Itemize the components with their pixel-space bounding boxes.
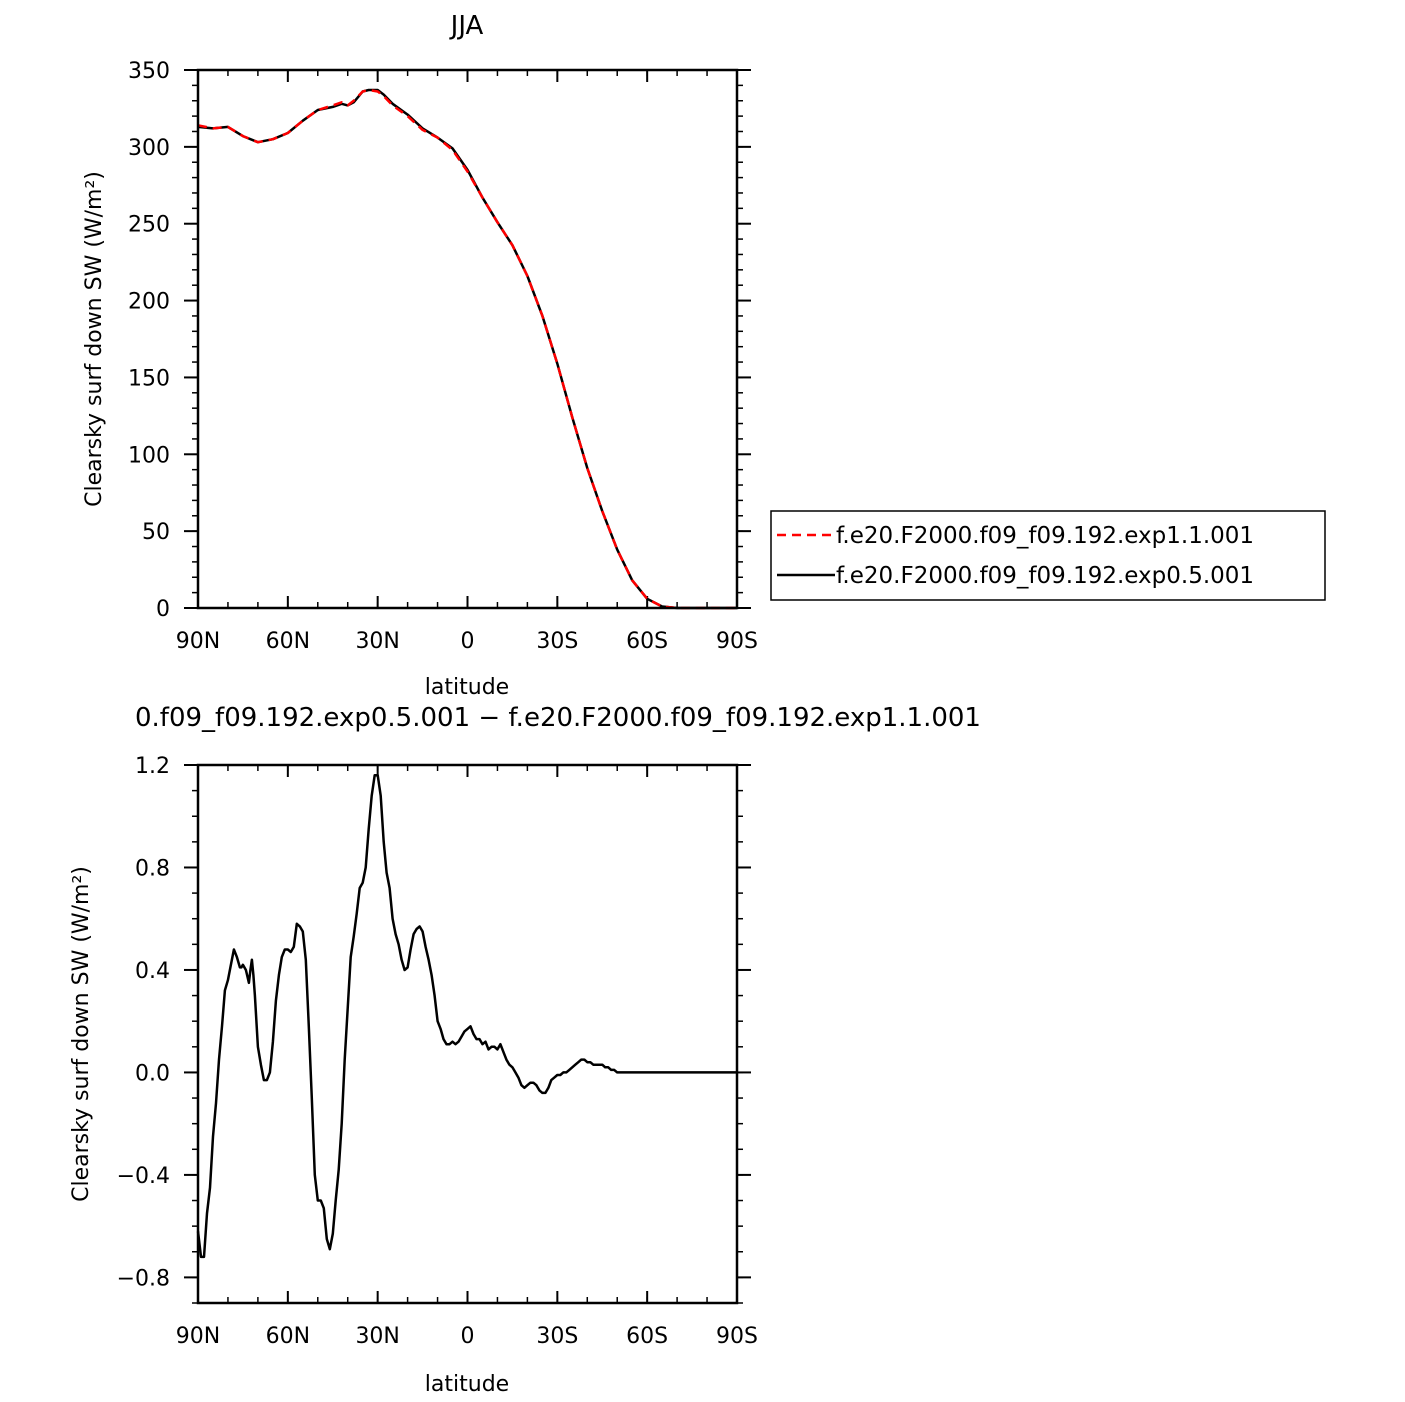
legend-box <box>770 510 1326 601</box>
x-tick-label: 90N <box>176 1324 220 1349</box>
x-tick-label: 90S <box>716 1324 758 1349</box>
chart-top-title: JJA <box>449 11 484 41</box>
x-tick-label: 60N <box>266 629 310 654</box>
y-tick-label: 200 <box>128 290 170 315</box>
chart-top-frame <box>196 68 739 610</box>
chart-bottom-title: 0.f09_f09.192.exp0.5.001 − f.e20.F2000.f… <box>135 703 981 733</box>
chart-top: JJA 90N 60N 30N 0 30S 60S 90S 0 50 100 150 200 250 30… <box>82 11 1326 700</box>
y-tick-label: 250 <box>128 213 170 238</box>
chart-bottom-xlabel: latitude <box>425 1372 509 1397</box>
x-tick-label: 30S <box>536 1324 578 1349</box>
chart-top-legend: f.e20.F2000.f09_f09.192.exp1.1.001 f.e20… <box>770 510 1326 601</box>
x-tick-label: 30S <box>536 629 578 654</box>
y-tick-label: 150 <box>128 366 170 391</box>
x-tick-label: 90S <box>716 629 758 654</box>
y-tick-label: 0.8 <box>135 856 170 881</box>
y-tick-label: 1.2 <box>135 754 170 779</box>
chart-top-ticks: 90N 60N 30N 0 30S 60S 90S 0 50 100 150 200 250 300 350 <box>128 59 758 654</box>
y-tick-label: 100 <box>128 443 170 468</box>
chart-bottom-ylabel: Clearsky surf down SW (W/m²) <box>69 866 94 1202</box>
y-tick-label: −0.8 <box>117 1266 170 1291</box>
chart-bottom-ticks: 90N 60N 30N 0 30S 60S 90S −0.8 −0.4 0.0 0.4 0.8 1.2 <box>117 754 758 1349</box>
x-tick-label: 60S <box>626 1324 668 1349</box>
series-line-1 <box>197 88 737 610</box>
y-tick-label: 50 <box>142 520 170 545</box>
y-tick-label: 0 <box>156 597 170 622</box>
chart-bottom: 0.f09_f09.192.exp0.5.001 − f.e20.F2000.f… <box>69 703 981 1397</box>
chart-bottom-lines <box>196 773 737 1259</box>
x-tick-label: 0 <box>461 1324 475 1349</box>
y-tick-label: 350 <box>128 59 170 84</box>
y-tick-label: 300 <box>128 136 170 161</box>
chart-top-ylabel: Clearsky surf down SW (W/m²) <box>82 171 107 507</box>
x-tick-label: 90N <box>176 629 220 654</box>
x-tick-label: 60S <box>626 629 668 654</box>
x-tick-label: 60N <box>266 1324 310 1349</box>
x-tick-label: 0 <box>461 629 475 654</box>
y-tick-label: 0.4 <box>135 959 170 984</box>
legend-label-exp1: f.e20.F2000.f09_f09.192.exp1.1.001 <box>836 523 1254 549</box>
legend-label-exp05: f.e20.F2000.f09_f09.192.exp0.5.001 <box>836 563 1254 589</box>
series-line-0 <box>196 773 737 1259</box>
chart-bottom-frame <box>196 763 739 1305</box>
chart-top-xlabel: latitude <box>425 675 509 700</box>
chart-top-lines <box>197 88 737 610</box>
series-line-0 <box>197 88 737 610</box>
x-tick-label: 30N <box>355 629 399 654</box>
y-tick-label: −0.4 <box>117 1164 170 1189</box>
y-tick-label: 0.0 <box>135 1061 170 1086</box>
x-tick-label: 30N <box>355 1324 399 1349</box>
